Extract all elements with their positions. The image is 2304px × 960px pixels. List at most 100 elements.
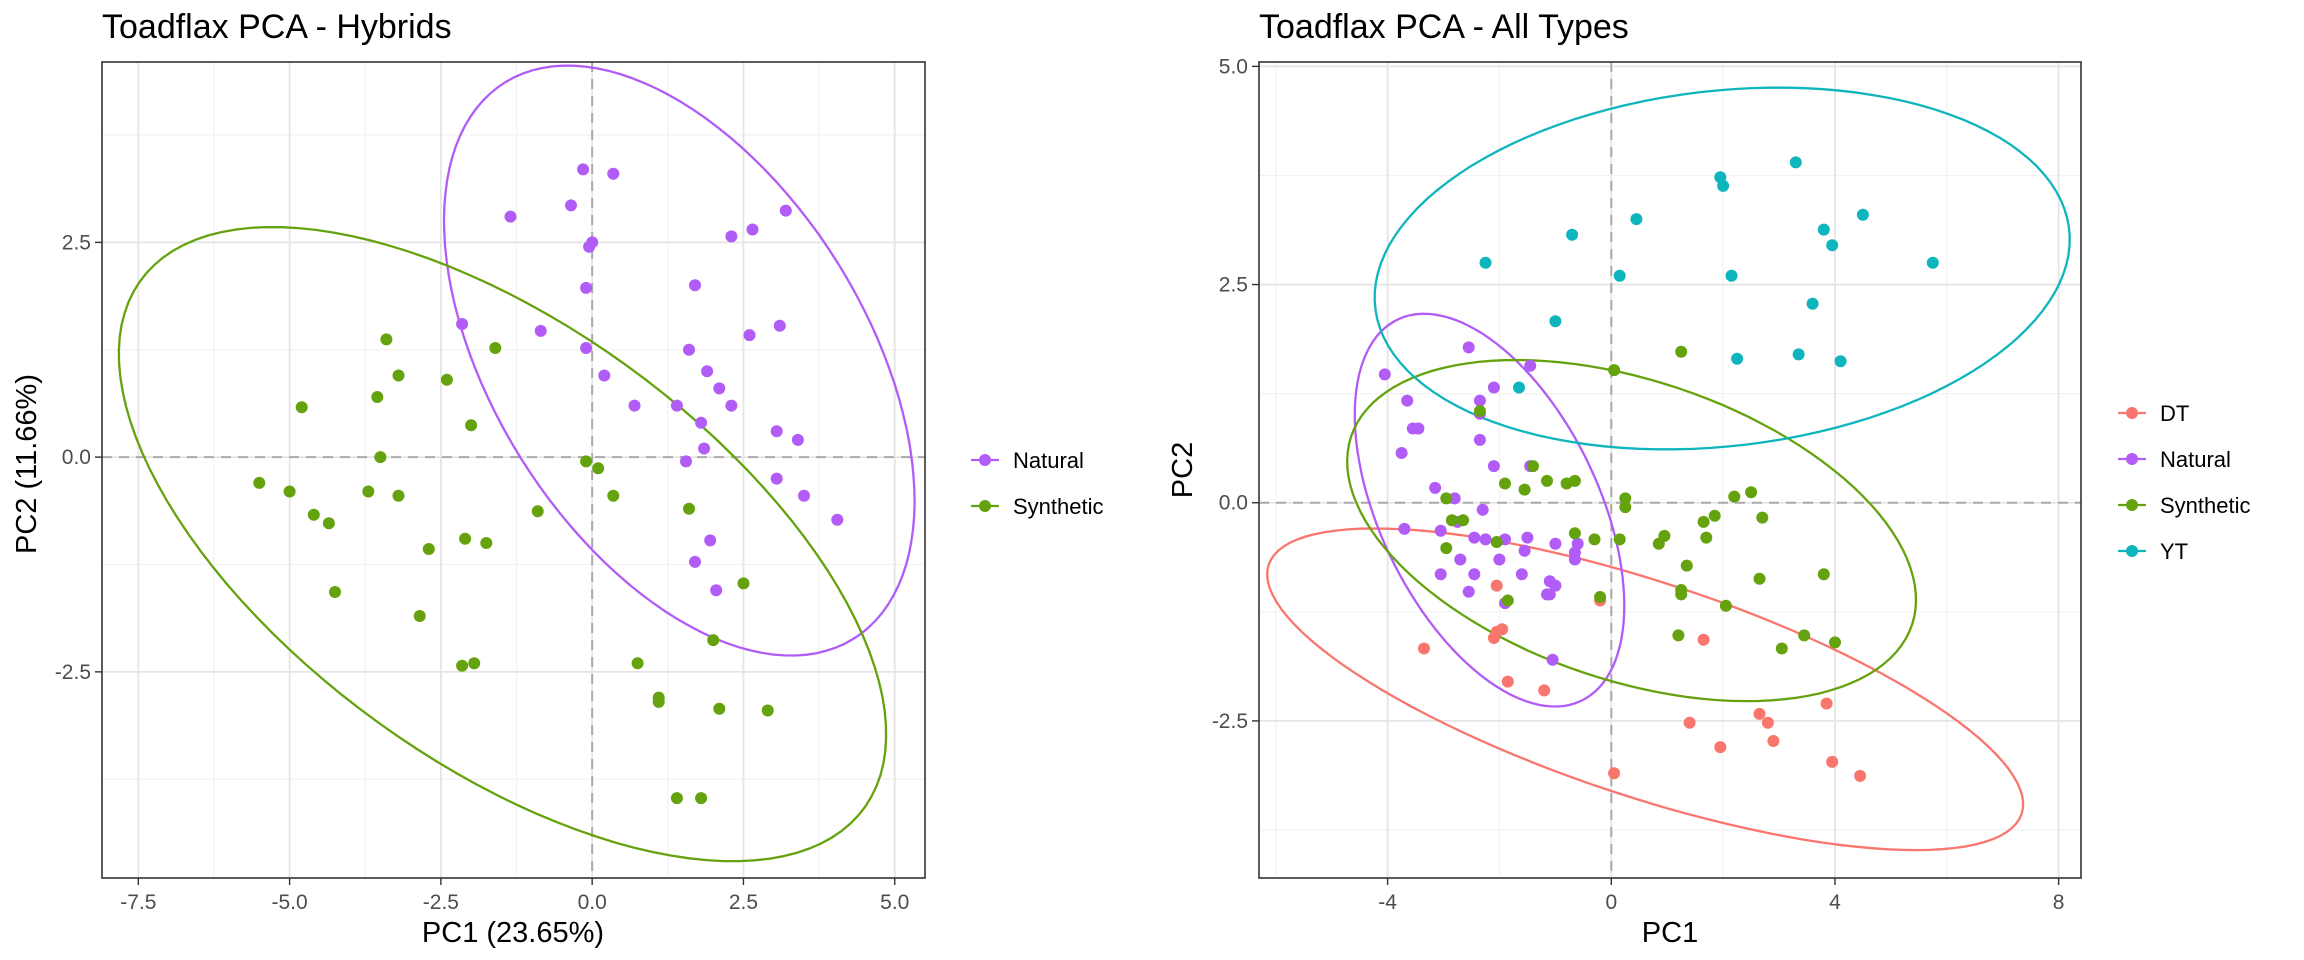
y-axis-label-hybrids: PC2 (11.66%) <box>11 374 43 554</box>
point-synthetic <box>1619 501 1632 514</box>
ellipse-dt <box>1266 527 2025 852</box>
point-synthetic <box>683 502 695 515</box>
point-natural <box>1406 422 1419 435</box>
legend-item-natural: Natural <box>971 448 1084 473</box>
point-yt <box>1817 223 1830 236</box>
legend-key-point <box>2126 453 2138 465</box>
point-natural <box>1468 531 1481 544</box>
point-synthetic <box>761 704 774 717</box>
point-yt <box>1834 355 1847 368</box>
point-synthetic <box>392 489 405 502</box>
point-synthetic <box>465 419 478 432</box>
point-natural <box>1473 433 1486 446</box>
legend-label: YT <box>2160 539 2188 564</box>
point-dt <box>1820 697 1833 710</box>
point-synthetic <box>707 634 720 647</box>
grid-all-types <box>1259 62 2081 878</box>
point-synthetic <box>1697 515 1710 528</box>
x-axis-label-hybrids: PC1 (23.65%) <box>422 917 604 949</box>
point-natural <box>704 534 717 547</box>
point-natural <box>1434 568 1447 581</box>
point-natural <box>1429 481 1442 494</box>
legend-key-point <box>2126 499 2138 511</box>
point-natural <box>1487 381 1500 394</box>
ellipses-hybrids <box>117 64 916 863</box>
point-yt <box>1725 269 1738 282</box>
point-natural <box>1473 394 1486 407</box>
point-synthetic <box>652 695 665 708</box>
point-dt <box>1683 716 1696 729</box>
point-natural <box>1493 553 1506 566</box>
point-natural <box>1454 553 1467 566</box>
point-yt <box>1789 156 1802 169</box>
point-synthetic <box>1708 509 1721 522</box>
point-dt <box>1608 767 1621 780</box>
point-natural <box>701 365 714 378</box>
point-natural <box>1549 537 1562 550</box>
legend-label: Synthetic <box>1013 494 1104 519</box>
point-natural <box>1398 522 1411 535</box>
point-natural <box>504 210 517 223</box>
point-synthetic <box>580 455 593 468</box>
points-all-types <box>1378 156 1939 782</box>
point-synthetic <box>1753 572 1766 585</box>
point-synthetic <box>1499 477 1511 490</box>
x-tick-label: 2.5 <box>729 891 758 914</box>
ellipse-synthetic <box>117 225 888 863</box>
point-synthetic <box>1745 486 1758 499</box>
point-synthetic <box>1594 591 1607 603</box>
y-tick-label: -2.5 <box>55 661 91 684</box>
y-axis-label-all-types: PC2 <box>1167 442 1199 498</box>
point-synthetic <box>1568 474 1581 487</box>
point-synthetic <box>307 508 320 521</box>
legend-label: Natural <box>1013 448 1084 473</box>
point-synthetic <box>1541 474 1553 487</box>
point-natural <box>770 425 783 438</box>
point-yt <box>1630 213 1643 226</box>
point-synthetic <box>1608 364 1621 377</box>
point-synthetic <box>283 485 296 498</box>
x-tick-label: 0.0 <box>578 891 607 914</box>
point-natural <box>1378 368 1391 381</box>
point-yt <box>1479 256 1492 269</box>
point-dt <box>1714 741 1727 754</box>
point-natural <box>1524 359 1537 372</box>
point-synthetic <box>295 401 308 414</box>
point-natural <box>565 199 577 212</box>
ellipses-all-types <box>1266 86 2071 852</box>
point-synthetic <box>1490 536 1503 548</box>
point-synthetic <box>1672 629 1685 642</box>
point-natural <box>779 204 792 217</box>
legend-key-point <box>2126 545 2138 557</box>
point-dt <box>1767 735 1780 747</box>
point-yt <box>1806 297 1819 310</box>
point-synthetic <box>322 517 335 530</box>
point-natural <box>1476 503 1489 516</box>
point-natural <box>1568 553 1581 566</box>
point-synthetic <box>374 451 387 464</box>
point-synthetic <box>413 610 426 622</box>
point-natural <box>1543 588 1556 601</box>
point-synthetic <box>392 369 405 382</box>
point-yt <box>1566 228 1579 241</box>
point-yt <box>1549 315 1562 328</box>
point-synthetic <box>1619 492 1632 505</box>
point-synthetic <box>422 543 435 555</box>
point-yt <box>1926 256 1939 269</box>
point-synthetic <box>459 532 472 545</box>
x-tick-label: 4 <box>1829 891 1841 914</box>
point-natural <box>1487 460 1500 473</box>
point-synthetic <box>1756 511 1769 524</box>
point-yt <box>1792 348 1805 361</box>
point-synthetic <box>737 577 750 590</box>
point-dt <box>1697 633 1710 646</box>
point-yt <box>1826 239 1839 252</box>
point-synthetic <box>1675 345 1688 358</box>
point-natural <box>791 433 804 446</box>
legend-hybrids: Natural Synthetic <box>971 448 1104 519</box>
x-tick-label: -5.0 <box>272 891 308 914</box>
point-synthetic <box>1527 460 1539 473</box>
point-synthetic <box>1440 542 1453 555</box>
point-natural <box>1395 447 1408 459</box>
legend-item-dt: DT <box>2118 401 2189 426</box>
